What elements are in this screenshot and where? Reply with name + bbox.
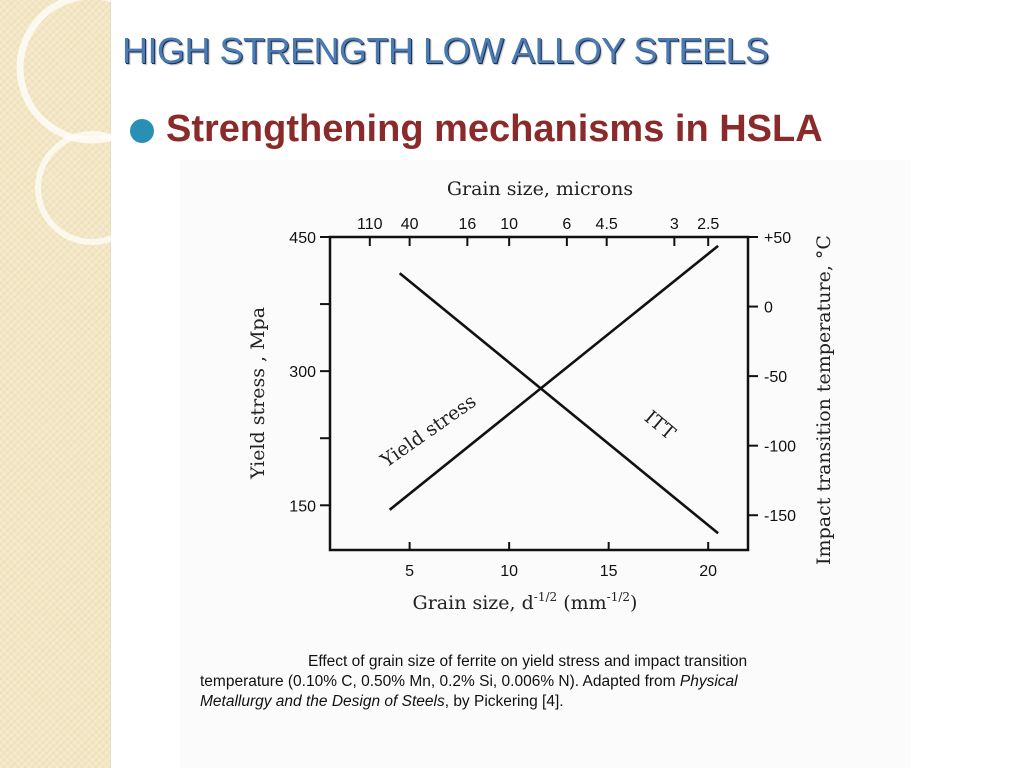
slide-title: HIGH STRENGTH LOW ALLOY STEELS — [122, 30, 769, 71]
bullet-text: Strengthening mechanisms in HSLA — [166, 108, 823, 150]
y-tick-label-right: 0 — [764, 300, 773, 317]
top-tick-label: 10 — [500, 216, 518, 233]
top-axis-label: Grain size, microns — [447, 178, 633, 200]
y-axis-label-left: Yield stress , Mpa — [247, 307, 269, 480]
x-tick-label: 20 — [699, 563, 717, 580]
top-tick-label: 6 — [562, 216, 571, 233]
caption-line-2-book-title: Physical — [679, 673, 738, 690]
series-label-itt: ITT — [640, 406, 680, 444]
figure-caption: Effect of grain size of ferrite on yield… — [200, 652, 900, 712]
x-tick-label: 15 — [600, 563, 618, 580]
top-tick-label: 110 — [357, 216, 383, 233]
caption-line-2: temperature (0.10% C, 0.50% Mn, 0.2% Si,… — [200, 672, 900, 692]
decorative-circles — [16, 0, 120, 245]
top-tick-label: 16 — [458, 216, 476, 233]
tick-marks — [320, 236, 758, 550]
bullet-dot-icon — [130, 118, 154, 143]
x-axis-label-unit-close: ) — [630, 592, 637, 614]
y-tick-label-left: 450 — [289, 230, 316, 247]
series-lines — [388, 244, 719, 535]
y-tick-label-right: +50 — [764, 230, 791, 247]
decorative-circle-large — [16, 0, 120, 144]
bullet-point: Strengthening mechanisms in HSLA — [130, 108, 823, 151]
series-line-itt — [398, 272, 719, 535]
y-tick-label-right: -150 — [764, 508, 796, 525]
caption-line-3-book-title: Metallurgy and the Design of Steels — [200, 693, 445, 710]
caption-line-2-text: temperature (0.10% C, 0.50% Mn, 0.2% Si,… — [200, 673, 680, 690]
x-tick-label: 5 — [405, 563, 414, 580]
top-tick-label: 2.5 — [697, 216, 719, 233]
y-tick-label-left: 150 — [289, 498, 316, 515]
top-tick-label: 40 — [401, 216, 419, 233]
y-tick-label-left: 300 — [289, 364, 316, 381]
y-axis-label-right: Impact transition temperature, °C — [813, 235, 835, 565]
figure-panel — [180, 160, 910, 768]
x-axis-label-unit: (mm — [563, 592, 606, 614]
plot-frame — [328, 235, 750, 552]
caption-line-1: Effect of grain size of ferrite on yield… — [308, 653, 748, 670]
x-axis-label-exponent: -1/2 — [534, 590, 557, 604]
x-axis-label: Grain size, d-1/2 (mm-1/2) — [413, 590, 638, 614]
caption-line-3: Metallurgy and the Design of Steels, by … — [200, 692, 900, 712]
x-tick-label: 10 — [500, 563, 518, 580]
x-axis-label-unit-exponent: -1/2 — [607, 590, 630, 604]
y-tick-label-right: -50 — [764, 369, 787, 386]
top-tick-label: 4.5 — [596, 216, 618, 233]
tick-labels: 5 10 15 20 110 40 16 10 6 4.5 3 2.5 150 300 450 +50 0 -50… — [289, 216, 796, 580]
x-axis-label-main: Grain size, d — [413, 592, 534, 614]
series-line-yield-stress — [388, 244, 719, 511]
caption-line-3-text: , by Pickering [4]. — [444, 693, 564, 710]
decorative-circle-small — [35, 131, 120, 245]
top-tick-label: 3 — [670, 216, 679, 233]
series-label-yield-stress: Yield stress — [376, 390, 480, 472]
y-tick-label-right: -100 — [764, 439, 796, 456]
